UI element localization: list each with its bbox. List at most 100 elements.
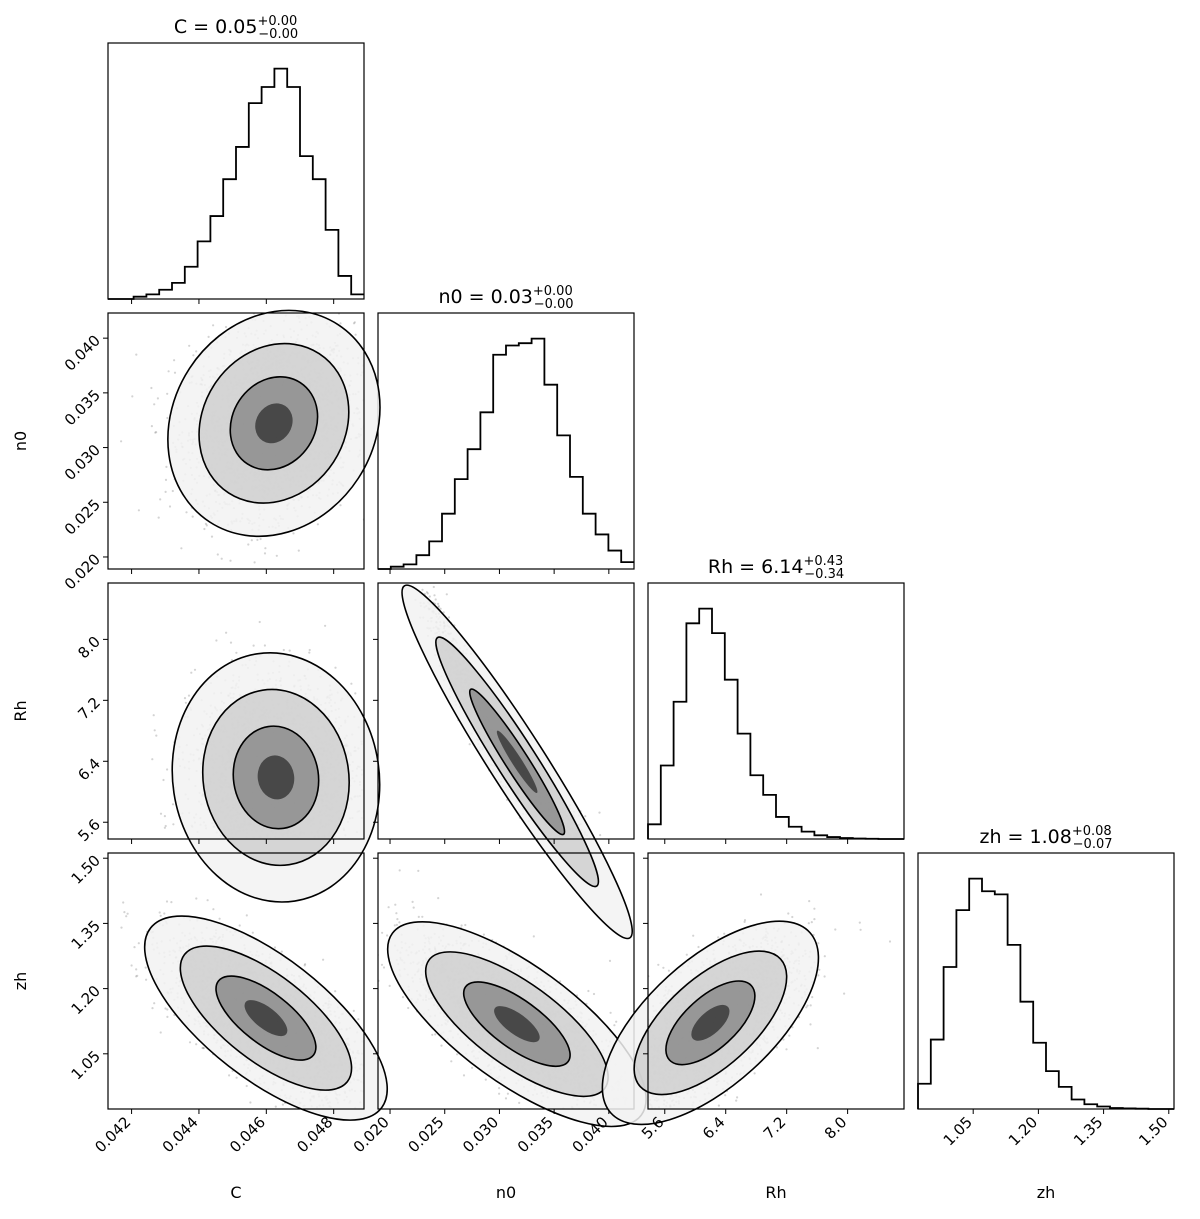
sample-point xyxy=(253,561,256,564)
sample-point xyxy=(386,788,388,790)
sample-point xyxy=(404,867,406,869)
sample-point xyxy=(352,322,356,325)
sample-point xyxy=(150,386,153,390)
sample-point xyxy=(384,416,386,418)
hist-panel-n0: n0 = 0.03+0.00 −0.00 xyxy=(377,284,635,574)
panel-frame xyxy=(107,42,365,300)
sample-point xyxy=(382,436,384,438)
sample-point xyxy=(275,554,278,557)
title-n0: n0 = 0.03+0.00 −0.00 xyxy=(438,284,573,312)
sample-point xyxy=(163,815,166,818)
sample-point xyxy=(229,559,232,562)
sample-point xyxy=(192,354,195,357)
sample-point xyxy=(224,325,228,329)
sample-point xyxy=(258,620,261,624)
sample-point xyxy=(254,284,256,286)
sample-point xyxy=(168,505,172,508)
sample-point xyxy=(195,350,198,353)
panel-frame xyxy=(107,312,365,570)
sample-point xyxy=(150,425,153,428)
sample-point xyxy=(154,431,157,434)
sample-point xyxy=(229,641,233,644)
sample-point xyxy=(353,321,356,324)
sample-point xyxy=(392,421,394,423)
sample-point xyxy=(190,854,192,856)
sample-point xyxy=(183,697,187,700)
sample-point xyxy=(339,322,342,325)
sample-point xyxy=(192,281,194,283)
sample-point xyxy=(188,344,191,347)
sample-point xyxy=(205,524,208,527)
sample-point xyxy=(318,303,320,305)
sample-point xyxy=(282,648,285,652)
sample-point xyxy=(278,937,280,939)
sample-point xyxy=(284,917,286,919)
sample-point xyxy=(221,886,223,888)
sample-point xyxy=(354,867,356,869)
sample-point xyxy=(197,856,199,858)
histogram-zh xyxy=(917,877,1174,1110)
sample-point xyxy=(203,527,206,531)
sample-point xyxy=(246,897,248,899)
sample-point xyxy=(287,265,289,267)
sample-point xyxy=(297,549,300,552)
sample-point xyxy=(243,908,245,910)
sample-point xyxy=(373,720,375,722)
sample-point xyxy=(420,782,422,784)
sample-point xyxy=(173,371,177,374)
sample-point xyxy=(210,888,212,890)
title-zh: zh = 1.08+0.08 −0.07 xyxy=(979,824,1112,852)
sample-point xyxy=(368,480,370,482)
sample-point xyxy=(193,668,197,671)
sample-point xyxy=(368,850,370,852)
sample-point xyxy=(166,416,169,420)
sample-point xyxy=(292,532,295,535)
density-contour xyxy=(255,403,293,444)
panel-frame xyxy=(917,852,1175,1110)
sample-point xyxy=(179,855,181,857)
sample-point xyxy=(164,824,167,828)
sample-point xyxy=(178,865,180,867)
sample-point xyxy=(369,480,371,482)
sample-point xyxy=(159,498,162,501)
sample-point xyxy=(164,478,168,481)
sample-point xyxy=(354,692,357,695)
sample-point xyxy=(349,896,351,898)
sample-point xyxy=(166,768,169,771)
sample-point xyxy=(383,418,385,420)
sample-point xyxy=(204,522,207,526)
sample-point xyxy=(379,812,381,814)
sample-point xyxy=(159,812,163,815)
sample-point xyxy=(173,359,176,362)
sample-point xyxy=(249,600,251,602)
sample-point xyxy=(189,854,191,856)
sample-point xyxy=(385,820,387,822)
sample-point xyxy=(288,649,291,652)
hist-panel-C: C = 0.05+0.00 −0.00 xyxy=(107,14,365,304)
sample-point xyxy=(256,308,258,310)
sample-point xyxy=(166,392,169,395)
title-C: C = 0.05+0.00 −0.00 xyxy=(174,14,298,42)
sample-point xyxy=(164,490,167,493)
sample-point xyxy=(135,353,138,356)
sample-point xyxy=(252,644,255,647)
sample-point xyxy=(256,538,259,542)
sample-point xyxy=(350,682,353,685)
sample-point xyxy=(388,416,390,418)
sample-point xyxy=(371,684,373,686)
sample-point xyxy=(263,644,266,647)
sample-point xyxy=(191,515,194,518)
sample-point xyxy=(250,904,252,906)
sample-point xyxy=(221,885,223,887)
sample-point xyxy=(207,335,210,338)
sample-point xyxy=(351,878,353,880)
sample-point xyxy=(382,491,384,493)
sample-point xyxy=(171,803,175,806)
sample-point xyxy=(290,907,292,909)
sample-point xyxy=(419,770,421,772)
sample-point xyxy=(120,440,123,443)
sample-point xyxy=(191,866,193,868)
sample-point xyxy=(212,324,215,327)
sample-point xyxy=(172,823,175,826)
sample-point xyxy=(400,367,402,369)
